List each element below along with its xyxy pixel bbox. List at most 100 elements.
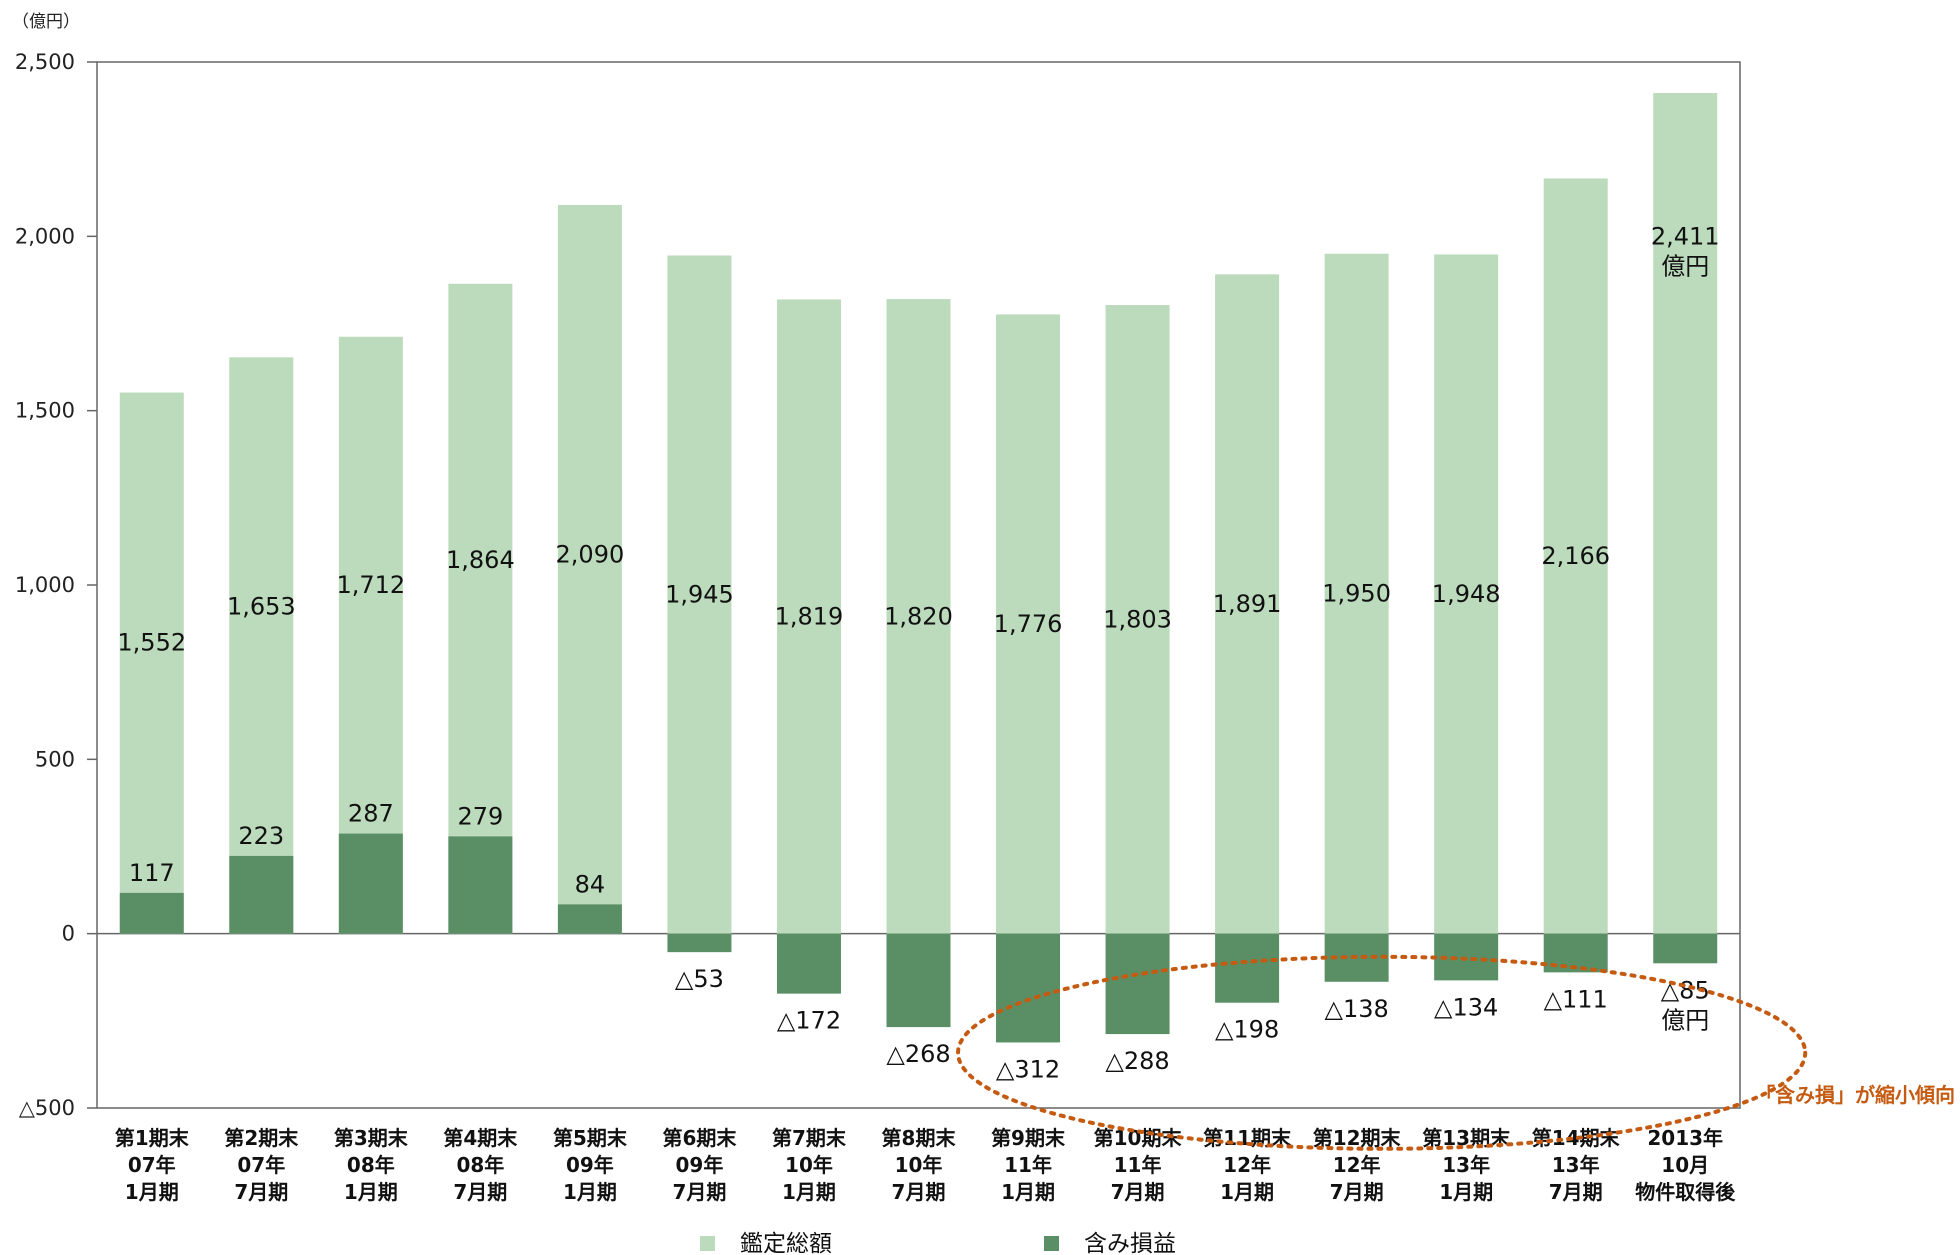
- bar-unrealized-loss: [776, 933, 841, 994]
- x-tick-label: 第6期末: [662, 1126, 737, 1150]
- x-axis: 第1期末 07年 1月期 第2期末 07年 7月期 第3期末 08年 1月期 第4期末 08年 7月期…: [115, 1126, 1736, 1204]
- x-tick-label: 第3期末: [334, 1126, 409, 1150]
- y-tick-label: 1,500: [15, 399, 75, 423]
- bar-appraisal-total: [448, 283, 513, 934]
- bar-appraisal-total: [667, 255, 732, 934]
- x-tick-label: 7月期: [234, 1180, 288, 1204]
- legend-label: 含み損益: [1084, 1231, 1176, 1255]
- bar-appraisal-total: [119, 392, 184, 934]
- bar-unrealized-gain: [338, 833, 403, 934]
- value-label-appraisal: 2,166: [1541, 542, 1610, 570]
- value-label-loss: △172: [777, 1007, 841, 1035]
- bar-appraisal-total: [557, 204, 622, 934]
- bar-unrealized-gain: [229, 855, 294, 934]
- value-label-loss: △111: [1544, 985, 1608, 1013]
- y-tick-label: △500: [19, 1096, 75, 1120]
- value-label-appraisal: 1,948: [1432, 580, 1501, 608]
- value-label-unit: 億円: [1661, 252, 1709, 280]
- y-tick-label: 0: [62, 922, 75, 946]
- x-tick-label: 07年: [237, 1153, 285, 1177]
- bar-appraisal-total: [996, 314, 1061, 934]
- bar-appraisal-total: [1434, 254, 1499, 934]
- trend-highlight-ellipse: [956, 954, 1808, 1151]
- x-tick-label: 10年: [785, 1153, 833, 1177]
- x-tick-label: 08年: [347, 1153, 395, 1177]
- x-tick-label: 1月期: [344, 1180, 398, 1204]
- value-label-appraisal: 1,864: [446, 546, 515, 574]
- y-tick-label: 2,500: [15, 50, 75, 74]
- y-tick-label: 2,000: [15, 224, 75, 248]
- x-tick-label: 13年: [1552, 1153, 1600, 1177]
- x-tick-label: 13年: [1442, 1153, 1490, 1177]
- bar-appraisal-total: [776, 299, 841, 934]
- unit-label: （億円）: [12, 12, 80, 32]
- value-label-appraisal: 1,712: [336, 571, 405, 599]
- x-tick-label: 7月期: [1330, 1180, 1384, 1204]
- value-label-appraisal: 1,552: [117, 629, 186, 657]
- x-tick-label: 12年: [1333, 1153, 1381, 1177]
- value-label-appraisal: 1,950: [1322, 580, 1391, 608]
- x-tick-label: 11年: [1114, 1153, 1162, 1177]
- value-label-appraisal: 2,411: [1651, 222, 1720, 250]
- value-label-appraisal: 2,090: [556, 541, 625, 569]
- bar-appraisal-total: [1215, 274, 1280, 934]
- bar-unrealized-gain: [557, 904, 622, 934]
- value-label-appraisal: 1,653: [227, 593, 296, 621]
- bar-unrealized-loss: [886, 933, 951, 1028]
- y-axis: 2,500 2,000 1,500 1,000 500 0 △500: [15, 50, 97, 1120]
- bar-unrealized-loss: [1105, 933, 1170, 1035]
- x-tick-label: 7月期: [1549, 1180, 1603, 1204]
- value-label-loss: △268: [886, 1040, 950, 1068]
- value-label-loss: △138: [1325, 995, 1389, 1023]
- bar-appraisal-total: [1105, 305, 1170, 934]
- value-label-appraisal: 1,945: [665, 581, 734, 609]
- x-tick-label: 第4期末: [443, 1126, 518, 1150]
- bar-appraisal-total: [886, 299, 951, 934]
- x-tick-label: 1月期: [563, 1180, 617, 1204]
- x-tick-label: 10月: [1661, 1153, 1709, 1177]
- x-tick-label: 11年: [1004, 1153, 1052, 1177]
- x-tick-label: 1月期: [1439, 1180, 1493, 1204]
- bar-unrealized-loss: [996, 933, 1061, 1043]
- value-label-loss: △288: [1105, 1047, 1169, 1075]
- bars: [119, 93, 1718, 1043]
- value-label-unit: 億円: [1661, 1006, 1709, 1034]
- value-label-appraisal: 1,819: [775, 603, 844, 631]
- bar-appraisal-total: [1653, 93, 1718, 934]
- x-tick-label: 7月期: [672, 1180, 726, 1204]
- value-label-loss: △198: [1215, 1016, 1279, 1044]
- value-label-appraisal: 1,820: [884, 602, 953, 630]
- bar-unrealized-loss: [667, 933, 732, 953]
- annotation-text: 「含み損」が縮小傾向: [1755, 1083, 1955, 1107]
- x-tick-label: 08年: [456, 1153, 504, 1177]
- x-tick-label: 1月期: [1001, 1180, 1055, 1204]
- legend-swatch: [700, 1236, 715, 1251]
- x-tick-label: 1月期: [1220, 1180, 1274, 1204]
- x-tick-label: 第9期末: [991, 1126, 1066, 1150]
- bar-unrealized-gain: [119, 892, 184, 934]
- value-label-gain: 223: [238, 822, 284, 850]
- x-tick-label: 第2期末: [224, 1126, 299, 1150]
- legend-swatch: [1044, 1236, 1059, 1251]
- legend: 鑑定総額 含み損益: [700, 1231, 1176, 1255]
- value-label-gain: 287: [348, 800, 394, 828]
- x-tick-label: 09年: [566, 1153, 614, 1177]
- x-tick-label: 09年: [676, 1153, 724, 1177]
- legend-label: 鑑定総額: [740, 1231, 832, 1255]
- y-tick-label: 500: [35, 747, 75, 771]
- value-label-gain: 117: [129, 859, 175, 887]
- bar-unrealized-loss: [1653, 933, 1718, 964]
- bar-appraisal-total: [1543, 178, 1608, 934]
- x-tick-label: 2013年: [1647, 1126, 1723, 1150]
- value-label-appraisal: 1,891: [1213, 590, 1282, 618]
- x-tick-label: 第7期末: [772, 1126, 847, 1150]
- value-label-gain: 279: [457, 802, 503, 830]
- bar-unrealized-gain: [448, 836, 513, 934]
- x-tick-label: 第5期末: [553, 1126, 628, 1150]
- value-label-loss: △312: [996, 1055, 1060, 1083]
- x-tick-label: 10年: [895, 1153, 943, 1177]
- x-tick-label: 12年: [1223, 1153, 1271, 1177]
- x-tick-label: 7月期: [1111, 1180, 1165, 1204]
- bar-appraisal-total: [229, 357, 294, 934]
